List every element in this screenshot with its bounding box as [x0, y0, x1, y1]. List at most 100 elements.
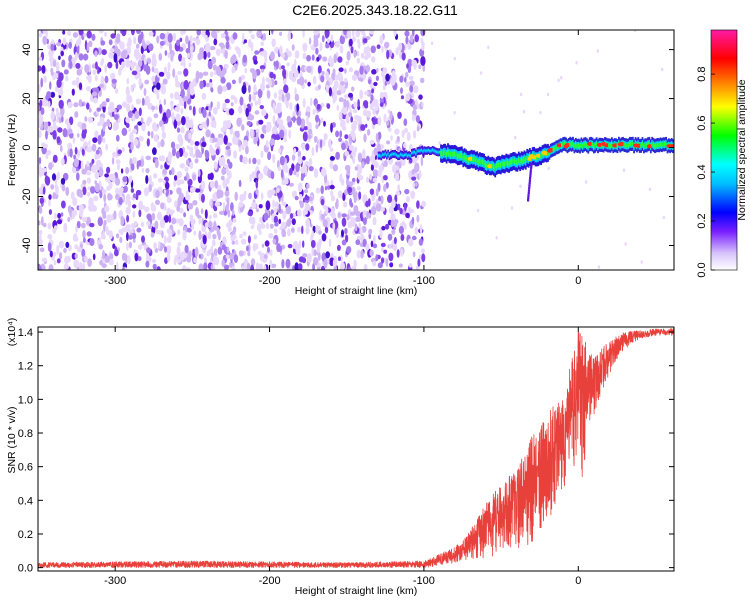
noise-speck	[363, 263, 368, 270]
noise-speck	[172, 32, 177, 42]
noise-speck	[288, 217, 292, 226]
noise-speck	[404, 223, 407, 230]
noise-speck	[217, 85, 223, 95]
signal-band-core	[587, 144, 590, 149]
noise-speck	[56, 244, 60, 255]
noise-speck	[38, 220, 41, 226]
noise-speck	[140, 117, 144, 124]
signal-band-core	[451, 151, 453, 157]
signal-band-core	[519, 159, 522, 165]
noise-speck	[177, 70, 183, 76]
noise-speck	[227, 209, 231, 218]
noise-speck	[161, 131, 167, 139]
signal-band-core	[516, 160, 519, 166]
noise-speck	[178, 207, 184, 214]
noise-speck	[127, 255, 131, 265]
noise-speck	[58, 55, 61, 60]
noise-speck	[340, 261, 345, 270]
noise-speck	[125, 200, 128, 205]
noise-speck	[180, 89, 185, 99]
noise-speck	[348, 144, 355, 151]
noise-speck	[82, 229, 86, 239]
signal-band-core	[433, 149, 435, 152]
noise-speck	[138, 77, 142, 87]
noise-speck	[108, 52, 114, 59]
snr-plot-frame	[37, 326, 675, 572]
noise-speck	[248, 30, 253, 34]
noise-speck	[125, 224, 130, 232]
noise-speck	[510, 206, 514, 210]
noise-speck	[347, 30, 352, 39]
noise-speck	[62, 37, 67, 46]
noise-speck	[132, 211, 136, 218]
colorbar: 0.0 0.2 0.4 0.6 0.8 Normalized spectral …	[696, 29, 748, 278]
noise-speck	[263, 125, 267, 135]
signal-band-core	[463, 154, 466, 160]
noise-speck	[48, 209, 53, 215]
noise-speck	[248, 157, 252, 164]
noise-speck	[305, 143, 310, 151]
noise-speck	[182, 96, 189, 102]
noise-speck	[232, 32, 238, 40]
noise-speck	[273, 215, 278, 224]
noise-speck	[315, 114, 320, 123]
snr-ytick-label: 1.0	[18, 394, 33, 406]
noise-speck	[86, 177, 91, 184]
noise-speck	[299, 200, 304, 209]
noise-speck	[379, 102, 384, 107]
noise-speck	[339, 45, 344, 54]
noise-speck	[155, 199, 160, 205]
noise-speck	[185, 116, 190, 122]
noise-speck	[203, 262, 208, 270]
noise-speck	[197, 169, 201, 177]
noise-speck	[230, 102, 234, 107]
noise-speck	[126, 60, 133, 67]
signal-band-core	[481, 159, 484, 165]
signal-tail	[530, 162, 533, 165]
noise-speck	[399, 75, 404, 83]
noise-speck	[342, 105, 348, 115]
noise-speck	[294, 93, 300, 102]
noise-speck	[397, 184, 401, 192]
noise-speck	[325, 31, 330, 38]
noise-speck	[279, 31, 283, 36]
noise-speck	[114, 177, 121, 186]
noise-speck	[158, 104, 163, 114]
colorbar-label: Normalized spectral amplitude	[736, 79, 748, 220]
noise-speck	[360, 124, 366, 131]
signal-band-core	[483, 160, 485, 166]
noise-speck	[48, 162, 53, 171]
noise-speck	[241, 265, 245, 270]
noise-speck	[111, 111, 115, 117]
noise-speck	[39, 197, 44, 204]
noise-speck	[304, 189, 309, 194]
noise-speck	[281, 244, 286, 250]
signal-band-core	[513, 158, 516, 164]
noise-speck	[323, 258, 328, 269]
noise-speck	[198, 217, 201, 225]
noise-speck	[308, 37, 312, 45]
noise-speck	[205, 150, 210, 160]
noise-speck	[189, 161, 194, 169]
noise-speck	[131, 61, 137, 67]
noise-speck	[50, 43, 55, 51]
noise-speck	[98, 167, 104, 177]
noise-speck	[119, 228, 124, 236]
signal-band-core	[398, 154, 401, 158]
noise-speck	[221, 68, 227, 75]
noise-speck	[247, 235, 251, 244]
noise-speck	[412, 104, 418, 111]
noise-speck	[146, 213, 152, 220]
noise-speck	[274, 207, 278, 213]
noise-speck	[241, 85, 247, 95]
noise-speck	[358, 222, 362, 229]
noise-speck	[150, 130, 154, 139]
noise-speck	[336, 104, 340, 111]
noise-speck	[385, 73, 390, 82]
noise-speck	[133, 36, 137, 45]
noise-speck	[380, 195, 384, 205]
noise-speck	[287, 31, 291, 42]
noise-speck	[272, 199, 275, 209]
noise-speck	[420, 30, 426, 37]
noise-speck	[322, 219, 328, 228]
